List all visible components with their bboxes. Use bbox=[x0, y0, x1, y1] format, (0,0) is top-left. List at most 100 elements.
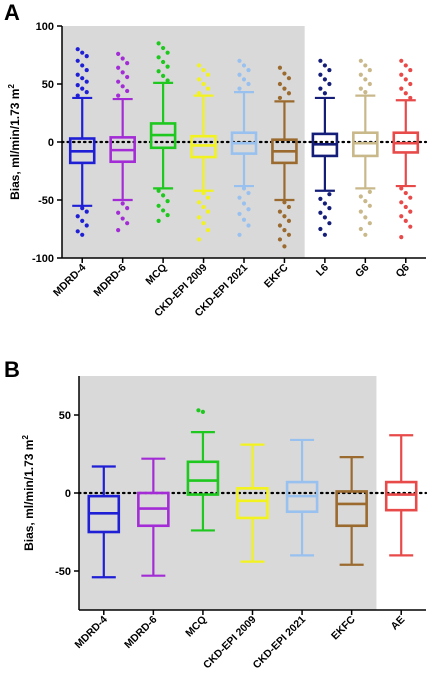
outlier-point bbox=[237, 86, 242, 91]
y-tick-label: 50 bbox=[59, 410, 71, 422]
outlier-point bbox=[327, 206, 332, 211]
outlier-point bbox=[408, 224, 413, 229]
outlier-point bbox=[116, 79, 121, 84]
outlier-point bbox=[120, 56, 125, 61]
outlier-point bbox=[318, 210, 323, 215]
outlier-point bbox=[322, 63, 327, 68]
box-ckd-epi-2021 bbox=[285, 438, 319, 557]
box-ckd-epi-2009 bbox=[236, 443, 269, 563]
outlier-point bbox=[363, 215, 368, 220]
outlier-point bbox=[246, 190, 251, 196]
outlier-point bbox=[156, 41, 161, 46]
outlier-point bbox=[403, 204, 408, 210]
outlier-point bbox=[358, 72, 363, 77]
outlier-point bbox=[116, 210, 121, 215]
outlier-point bbox=[277, 237, 283, 242]
outlier-point bbox=[399, 86, 404, 91]
outlier-point bbox=[75, 93, 80, 98]
outlier-point bbox=[80, 86, 85, 91]
outlier-point bbox=[282, 200, 287, 205]
outlier-point bbox=[367, 189, 372, 194]
iqr-box bbox=[335, 490, 368, 528]
box-l6 bbox=[311, 58, 339, 237]
iqr-box bbox=[384, 480, 418, 512]
outlier-point bbox=[75, 214, 80, 219]
outlier-point bbox=[403, 77, 408, 82]
outlier-point bbox=[125, 61, 130, 66]
outlier-point bbox=[80, 63, 85, 68]
outlier-point bbox=[125, 221, 130, 226]
outlier-point bbox=[75, 47, 80, 52]
outlier-point bbox=[403, 63, 408, 68]
outlier-point bbox=[120, 201, 125, 206]
outlier-point bbox=[277, 65, 283, 70]
outlier-point bbox=[80, 218, 85, 223]
outlier-point bbox=[196, 215, 202, 220]
x-tick-label: MDRD-6 bbox=[122, 614, 159, 651]
outlier-point bbox=[196, 237, 202, 242]
outlier-point bbox=[241, 201, 247, 206]
outlier-point bbox=[196, 408, 201, 413]
y-axis-label: Bias, ml/min/1.73 m2 bbox=[21, 435, 36, 551]
y-tick-label: -100 bbox=[32, 253, 54, 265]
outlier-point bbox=[237, 72, 242, 77]
outlier-point bbox=[84, 79, 89, 84]
outlier-point bbox=[156, 55, 161, 60]
x-tick-label: EKFC bbox=[262, 261, 291, 290]
outlier-point bbox=[363, 90, 368, 95]
outlier-point bbox=[196, 200, 202, 205]
outlier-point bbox=[399, 72, 404, 77]
outlier-point bbox=[282, 71, 287, 76]
outlier-point bbox=[120, 84, 125, 89]
outlier-point bbox=[165, 212, 170, 218]
panel-letter: B bbox=[4, 357, 20, 382]
iqr-box bbox=[186, 460, 220, 496]
outlier-point bbox=[75, 83, 80, 88]
outlier-point bbox=[327, 192, 332, 197]
outlier-point bbox=[156, 69, 161, 74]
outlier-point bbox=[399, 214, 404, 219]
outlier-point bbox=[358, 194, 363, 199]
outlier-point bbox=[363, 199, 368, 204]
outlier-point bbox=[286, 204, 292, 210]
outlier-point bbox=[120, 70, 125, 75]
outlier-point bbox=[363, 77, 368, 82]
outlier-point bbox=[161, 59, 166, 65]
outlier-point bbox=[116, 65, 121, 70]
x-tick-label: EKFC bbox=[329, 613, 358, 642]
box-mdrd-4 bbox=[87, 465, 121, 579]
outlier-point bbox=[318, 196, 323, 201]
outlier-point bbox=[80, 232, 85, 237]
x-tick-label: MDRD-4 bbox=[51, 262, 88, 299]
outlier-point bbox=[318, 226, 323, 232]
outlier-point bbox=[408, 67, 413, 73]
outlier-point bbox=[318, 72, 323, 77]
y-tick-label: 50 bbox=[42, 79, 54, 91]
outlier-point bbox=[161, 73, 166, 78]
outlier-point bbox=[286, 232, 292, 237]
outlier-point bbox=[318, 58, 323, 63]
outlier-point bbox=[282, 86, 287, 91]
outlier-point bbox=[161, 193, 166, 198]
outlier-point bbox=[358, 86, 363, 91]
outlier-point bbox=[358, 226, 363, 232]
outlier-point bbox=[282, 228, 287, 233]
outlier-point bbox=[200, 409, 206, 414]
outlier-point bbox=[156, 188, 161, 193]
outlier-point bbox=[286, 91, 292, 96]
outlier-point bbox=[125, 88, 130, 94]
outlier-point bbox=[367, 81, 372, 87]
outlier-point bbox=[205, 195, 211, 200]
x-tick-label: MDRD-6 bbox=[91, 262, 128, 299]
outlier-point bbox=[399, 186, 404, 191]
outlier-point bbox=[322, 232, 327, 237]
outlier-point bbox=[84, 223, 89, 228]
outlier-point bbox=[322, 91, 327, 96]
outlier-point bbox=[327, 221, 332, 226]
outlier-point bbox=[125, 74, 130, 80]
outlier-point bbox=[80, 206, 85, 211]
outlier-point bbox=[116, 228, 121, 233]
outlier-point bbox=[327, 67, 332, 73]
outlier-point bbox=[277, 209, 283, 214]
